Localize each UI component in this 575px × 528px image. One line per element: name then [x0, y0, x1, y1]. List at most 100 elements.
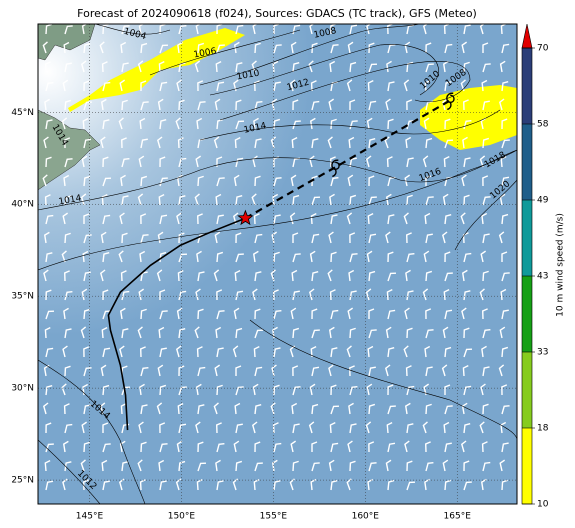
barb — [121, 195, 129, 206]
barb — [45, 119, 53, 130]
barb — [424, 79, 431, 92]
observed-track — [107, 217, 246, 431]
wind-area — [68, 28, 245, 112]
barb — [178, 195, 186, 206]
barb — [444, 118, 451, 130]
barb — [442, 459, 449, 472]
isobar-label: 1006 — [193, 47, 218, 61]
barb — [100, 98, 107, 111]
isobar-label: 1014 — [58, 194, 83, 208]
barb — [499, 326, 506, 339]
barb — [139, 383, 145, 396]
barb — [102, 252, 110, 263]
isobar — [199, 24, 421, 86]
barb — [461, 269, 468, 282]
barb — [330, 251, 337, 263]
barb — [273, 442, 282, 453]
barb — [442, 326, 449, 339]
barb — [254, 271, 262, 282]
barb — [194, 326, 200, 339]
barb — [175, 117, 181, 130]
barb — [443, 421, 450, 434]
barb — [119, 79, 126, 92]
barb — [349, 194, 357, 206]
barb — [463, 61, 470, 73]
barb — [292, 423, 300, 434]
barb — [444, 272, 453, 282]
barb — [443, 288, 450, 301]
barb — [64, 232, 71, 244]
barb — [195, 288, 201, 301]
barb — [120, 41, 127, 54]
barb — [292, 290, 300, 301]
barb — [273, 480, 281, 491]
barb — [254, 42, 261, 54]
barb — [292, 194, 300, 206]
barb — [368, 196, 377, 206]
barb — [216, 44, 225, 54]
colorbar-segment — [522, 276, 532, 352]
barb — [195, 383, 202, 396]
barb — [309, 383, 316, 396]
barb — [480, 478, 487, 491]
barb — [290, 440, 297, 453]
barb — [80, 459, 86, 472]
barb — [404, 440, 410, 453]
barb — [196, 117, 203, 130]
barb — [444, 384, 451, 395]
colorbar-extend — [521, 23, 533, 49]
barb — [387, 309, 396, 320]
barb — [501, 118, 508, 130]
barb — [270, 136, 277, 149]
colorbar-tick-label: 10 — [537, 500, 549, 510]
barb — [80, 60, 87, 73]
barb — [292, 460, 299, 472]
barb — [367, 212, 374, 225]
barb — [463, 460, 470, 472]
barb — [197, 175, 204, 187]
barb — [216, 81, 225, 92]
barb — [311, 366, 320, 377]
barb — [177, 41, 183, 54]
barb — [102, 156, 109, 168]
barb — [235, 460, 243, 472]
isobar-label: 1014 — [243, 121, 268, 136]
barb — [443, 156, 450, 168]
barb — [102, 310, 111, 320]
barb — [292, 157, 301, 168]
barb — [425, 441, 431, 453]
barb — [44, 327, 51, 339]
barb — [292, 386, 301, 396]
barb — [501, 309, 509, 320]
barb — [463, 99, 469, 111]
barb — [406, 423, 414, 434]
barb — [463, 194, 470, 206]
barb — [159, 480, 167, 491]
barb — [424, 345, 431, 358]
barb — [251, 421, 258, 434]
barb — [501, 176, 510, 187]
barb — [235, 386, 244, 396]
barb — [81, 421, 88, 434]
barb — [498, 364, 505, 377]
barb — [233, 307, 240, 320]
barb — [82, 250, 89, 263]
barb — [501, 384, 508, 396]
barb — [442, 193, 449, 206]
barb — [272, 60, 279, 73]
barb — [271, 98, 278, 111]
barb — [406, 460, 413, 472]
barb — [82, 117, 89, 130]
barb — [83, 404, 91, 415]
barb — [140, 366, 149, 377]
barb — [423, 250, 430, 263]
barb — [235, 120, 245, 130]
barb — [45, 156, 52, 168]
barb — [215, 60, 222, 73]
barb — [387, 24, 393, 35]
barb — [501, 213, 509, 225]
barb — [197, 271, 205, 282]
barb — [479, 288, 485, 301]
barb — [463, 252, 472, 263]
